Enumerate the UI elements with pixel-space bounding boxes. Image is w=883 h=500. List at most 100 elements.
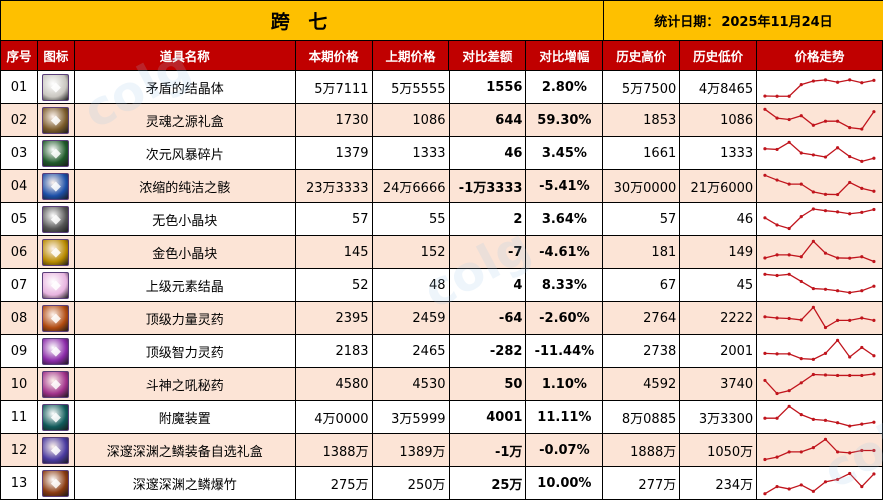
price-change-pct: -2.60% <box>526 302 604 334</box>
previous-price: 152 <box>373 236 450 268</box>
row-icon-cell: ◆ <box>38 203 75 235</box>
sparkline-chart <box>763 272 876 295</box>
stat-date-label: 统计日期： <box>654 15 720 30</box>
price-diff: -7 <box>450 236 527 268</box>
price-diff: -64 <box>450 302 527 334</box>
history-high: 30万0000 <box>603 170 681 202</box>
history-high: 67 <box>603 269 681 301</box>
price-change-pct: 10.00% <box>526 467 604 499</box>
history-low: 3万3300 <box>680 401 758 433</box>
row-icon-cell: ◆ <box>38 401 75 433</box>
item-name: 深邃深渊之鳞装备自选礼盒 <box>75 434 296 466</box>
stat-date-value: 2025年11月24日 <box>721 15 833 30</box>
row-index: 04 <box>1 170 38 202</box>
firecracker-icon: ◆ <box>42 469 70 497</box>
header-previous-price: 上期价格 <box>373 41 450 70</box>
price-change-pct: 3.45% <box>526 137 604 169</box>
history-high: 4592 <box>603 368 681 400</box>
orb-icon: ◆ <box>42 172 70 200</box>
current-price: 145 <box>296 236 373 268</box>
previous-price: 55 <box>373 203 450 235</box>
table-row: 12 ◆ 深邃深渊之鳞装备自选礼盒 1388万 1389万 -1万 -0.07%… <box>1 434 883 467</box>
price-change-pct: 11.11% <box>526 401 604 433</box>
row-index: 12 <box>1 434 38 466</box>
header-pct: 对比增幅 <box>526 41 604 70</box>
history-high: 181 <box>603 236 681 268</box>
price-change-pct: 1.10% <box>526 368 604 400</box>
price-change-pct: -4.61% <box>526 236 604 268</box>
header-index: 序号 <box>1 41 38 70</box>
sparkline-chart <box>763 107 876 131</box>
previous-price: 4530 <box>373 368 450 400</box>
table-row: 03 ◆ 次元风暴碎片 1379 1333 46 3.45% 1661 1333 <box>1 137 883 170</box>
current-price: 1388万 <box>296 434 373 466</box>
price-diff: -1万3333 <box>450 170 527 202</box>
history-low: 3740 <box>680 368 758 400</box>
gray-cube-icon: ◆ <box>42 205 70 233</box>
price-change-pct: -11.44% <box>526 335 604 367</box>
previous-price: 3万5999 <box>373 401 450 433</box>
price-change-pct: -0.07% <box>526 434 604 466</box>
previous-price: 1086 <box>373 104 450 136</box>
table-row: 07 ◆ 上级元素结晶 52 48 4 8.33% 67 45 <box>1 269 883 302</box>
current-price: 52 <box>296 269 373 301</box>
header-low: 历史低价 <box>680 41 758 70</box>
current-price: 2395 <box>296 302 373 334</box>
row-icon-cell: ◆ <box>38 104 75 136</box>
row-icon-cell: ◆ <box>38 467 75 499</box>
previous-price: 250万 <box>373 467 450 499</box>
history-low: 1050万 <box>680 434 758 466</box>
sparkline-chart <box>763 207 876 231</box>
column-header-row: 序号 图标 道具名称 本期价格 上期价格 对比差额 对比增幅 历史高价 历史低价… <box>1 41 883 71</box>
sparkline-chart <box>763 372 876 396</box>
price-change-pct: 8.33% <box>526 269 604 301</box>
history-low: 4万8465 <box>680 71 758 103</box>
elixir-icon: ◆ <box>42 370 70 398</box>
item-name: 顶级智力灵药 <box>75 335 296 367</box>
price-diff: 46 <box>450 137 527 169</box>
row-index: 05 <box>1 203 38 235</box>
header-trend: 价格走势 <box>757 41 883 70</box>
header-diff: 对比差额 <box>449 41 527 70</box>
price-change-pct: 2.80% <box>526 71 604 103</box>
item-name: 上级元素结晶 <box>75 269 296 301</box>
price-diff: 644 <box>450 104 527 136</box>
history-high: 1888万 <box>603 434 681 466</box>
previous-price: 24万6666 <box>373 170 450 202</box>
history-low: 46 <box>680 203 758 235</box>
table-row: 10 ◆ 斗神之吼秘药 4580 4530 50 1.10% 4592 3740 <box>1 368 883 401</box>
price-trend-sparkline <box>757 203 883 235</box>
history-high: 1853 <box>603 104 681 136</box>
table-row: 01 ◆ 矛盾的结晶体 5万7111 5万5555 1556 2.80% 5万7… <box>1 71 883 104</box>
price-trend-sparkline <box>757 71 883 103</box>
sparkline-chart <box>763 338 876 361</box>
price-diff: 1556 <box>450 71 527 103</box>
price-diff: -1万 <box>450 434 527 466</box>
sparkline-chart <box>763 78 876 98</box>
current-price: 1379 <box>296 137 373 169</box>
current-price: 275万 <box>296 467 373 499</box>
pink-crystal-icon: ◆ <box>42 271 70 299</box>
price-change-pct: 59.30% <box>526 104 604 136</box>
history-high: 5万7500 <box>603 71 681 103</box>
gold-cube-icon: ◆ <box>42 238 70 266</box>
history-low: 2001 <box>680 335 758 367</box>
row-index: 07 <box>1 269 38 301</box>
row-index: 01 <box>1 71 38 103</box>
sparkline-chart <box>763 173 876 197</box>
row-index: 06 <box>1 236 38 268</box>
shard-icon: ◆ <box>42 139 70 167</box>
row-index: 10 <box>1 368 38 400</box>
item-name: 无色小晶块 <box>75 203 296 235</box>
table-row: 02 ◆ 灵魂之源礼盒 1730 1086 644 59.30% 1853 10… <box>1 104 883 137</box>
header-item-name: 道具名称 <box>75 41 296 70</box>
history-high: 2764 <box>603 302 681 334</box>
table-row: 09 ◆ 顶级智力灵药 2183 2465 -282 -11.44% 2738 … <box>1 335 883 368</box>
sparkline-chart <box>763 437 876 462</box>
table-row: 08 ◆ 顶级力量灵药 2395 2459 -64 -2.60% 2764 22… <box>1 302 883 335</box>
history-high: 1661 <box>603 137 681 169</box>
table-row: 04 ◆ 浓缩的纯洁之骸 23万3333 24万6666 -1万3333 -5.… <box>1 170 883 203</box>
row-icon-cell: ◆ <box>38 368 75 400</box>
gift-box-icon: ◆ <box>42 106 70 134</box>
